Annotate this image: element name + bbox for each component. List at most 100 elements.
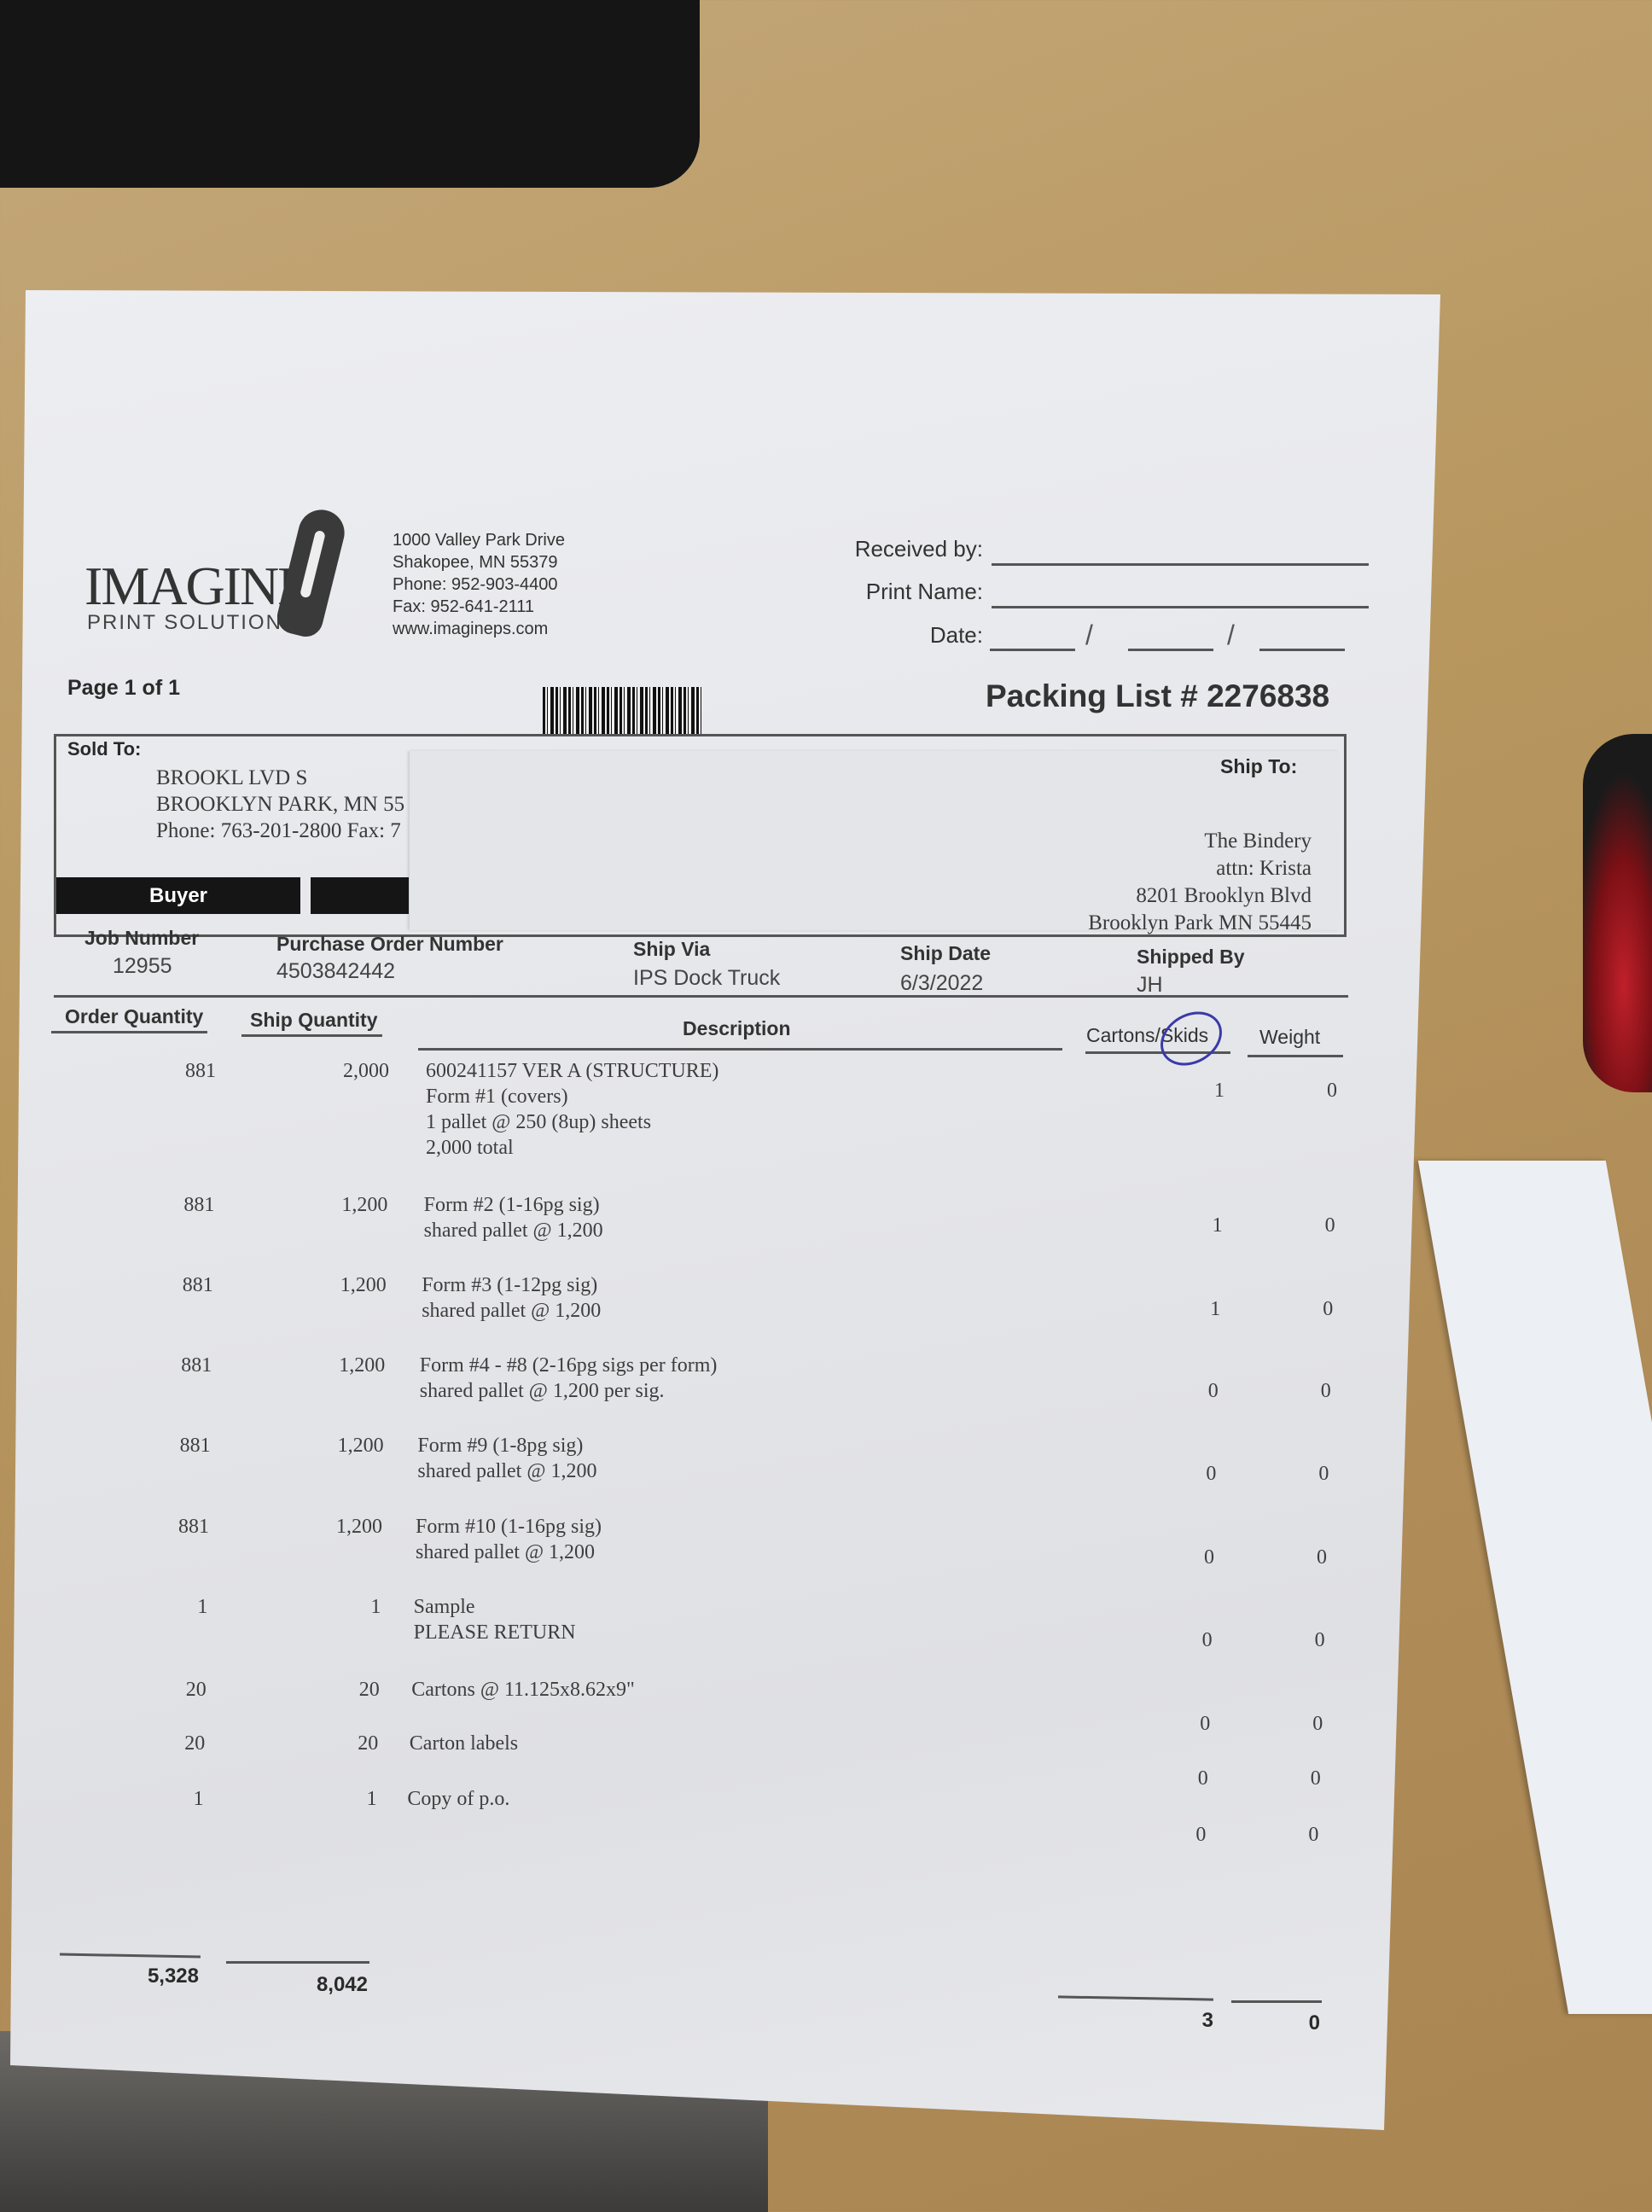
description-line: Form #9 (1-8pg sig)	[417, 1435, 584, 1457]
cartons-skids: 0	[1204, 1546, 1214, 1569]
sold-to-line: BROOKL LVD S	[156, 766, 308, 789]
ship-date-label: Ship Date	[900, 942, 992, 964]
description: Cartons @ 11.125x8.62x9"	[411, 1677, 635, 1703]
cartons-skids: 0	[1206, 1463, 1217, 1485]
description-line: shared pallet @ 1,200	[417, 1460, 597, 1482]
order-quantity: 20	[184, 1732, 206, 1755]
cartons-skids: 1	[1214, 1080, 1224, 1102]
col-order-quantity: Order Quantity	[65, 1005, 204, 1027]
description: Form #2 (1-16pg sig) shared pallet @ 1,20…	[424, 1192, 603, 1243]
description-line: Cartons @ 11.125x8.62x9"	[411, 1679, 635, 1701]
description-line: Copy of p.o.	[407, 1788, 510, 1810]
shipped-by-label: Shipped By	[1137, 946, 1245, 968]
received-by-line[interactable]	[992, 563, 1369, 566]
po-number: 4503842442	[276, 959, 396, 983]
description-line: Sample	[413, 1596, 475, 1618]
ship-quantity: 20	[358, 1679, 380, 1701]
description-line: Form #4 - #8 (2-16pg sigs per form)	[419, 1354, 718, 1377]
cartons-skids: 0	[1201, 1629, 1213, 1651]
ship-via: IPS Dock Truck	[633, 966, 781, 990]
address-line: www.imagineps.com	[393, 620, 549, 638]
pen-circle-mark	[1150, 1000, 1232, 1077]
description-line: Form #3 (1-12pg sig)	[422, 1274, 598, 1296]
logo-subtext: PRINT SOLUTIONS	[87, 611, 298, 634]
ship-to-line: The Bindery	[1204, 830, 1312, 853]
total-ship-quantity: 8,042	[316, 1973, 368, 1996]
total-order-quantity: 5,328	[147, 1965, 199, 1988]
order-quantity: 881	[178, 1516, 209, 1538]
total-cartons: 3	[1201, 2009, 1213, 2032]
description-line: PLEASE RETURN	[413, 1621, 576, 1644]
col-ship-quantity: Ship Quantity	[250, 1009, 378, 1031]
taped-paper-overlay	[410, 751, 1340, 930]
weight: 0	[1320, 1380, 1331, 1402]
total-weight: 0	[1308, 2011, 1320, 2034]
page-number: Page 1 of 1	[67, 676, 180, 700]
address-line: Shakopee, MN 55379	[393, 553, 558, 572]
description: 600241157 VER A (STRUCTURE) Form #1 (cove…	[426, 1058, 718, 1161]
col-description: Description	[683, 1017, 791, 1039]
description-line: shared pallet @ 1,200	[422, 1300, 602, 1322]
order-quantity: 20	[185, 1679, 206, 1701]
cartons-skids: 1	[1210, 1298, 1221, 1320]
sold-to-line: BROOKLYN PARK, MN 55	[156, 793, 405, 816]
barcode	[543, 687, 701, 736]
col-weight: Weight	[1259, 1026, 1321, 1048]
packing-list-title: Packing List # 2276838	[986, 678, 1330, 713]
ship-to-line: attn: Krista	[1216, 857, 1312, 880]
print-name-line[interactable]	[992, 606, 1369, 608]
description-line: shared pallet @ 1,200	[416, 1541, 596, 1563]
po-label: Purchase Order Number	[276, 933, 503, 955]
address-line: Phone: 952-903-4400	[393, 575, 558, 594]
date-label: Date:	[929, 622, 983, 648]
weight: 0	[1308, 1824, 1319, 1846]
date-separator: /	[1227, 620, 1235, 650]
order-quantity: 881	[179, 1435, 211, 1457]
ship-quantity: 20	[358, 1732, 379, 1755]
sold-to-line: Phone: 763-201-2800 Fax: 7	[156, 819, 401, 842]
cartons-skids: 0	[1197, 1767, 1208, 1790]
ship-quantity: 1,200	[340, 1274, 387, 1296]
order-quantity: 881	[181, 1354, 212, 1377]
info-divider	[54, 995, 1348, 998]
col-underline	[1248, 1055, 1343, 1057]
ship-to-label: Ship To:	[1220, 755, 1298, 777]
job-number: 12955	[113, 954, 172, 978]
date-month-line[interactable]	[990, 649, 1075, 651]
description: Sample PLEASE RETURN	[414, 1594, 576, 1645]
ship-via-label: Ship Via	[633, 938, 711, 960]
ship-to-address: The Bindery attn: Krista 8201 Brooklyn B…	[970, 828, 1312, 937]
weight: 0	[1314, 1629, 1325, 1651]
total-line	[59, 1953, 201, 1959]
ship-quantity: 1,200	[341, 1194, 388, 1216]
ship-date: 6/3/2022	[900, 971, 984, 995]
description-line: Form #1 (covers)	[426, 1086, 568, 1108]
description-line: Form #10 (1-16pg sig)	[416, 1516, 602, 1538]
ship-quantity: 1	[366, 1788, 377, 1810]
date-day-line[interactable]	[1128, 649, 1213, 651]
total-line	[1231, 2000, 1322, 2003]
cartons-skids: 0	[1200, 1713, 1211, 1735]
weight: 0	[1323, 1298, 1334, 1320]
date-year-line[interactable]	[1259, 649, 1345, 651]
received-by-label: Received by:	[854, 536, 983, 562]
description-line: 1 pallet @ 250 (8up) sheets	[426, 1111, 652, 1133]
order-quantity: 881	[182, 1274, 213, 1296]
job-number-label: Job Number	[84, 927, 200, 949]
cartons-skids: 0	[1195, 1824, 1207, 1846]
weight: 0	[1317, 1546, 1327, 1569]
description-line: shared pallet @ 1,200 per sig.	[419, 1380, 665, 1402]
description: Form #10 (1-16pg sig) shared pallet @ 1,2…	[416, 1514, 602, 1565]
weight: 0	[1312, 1713, 1323, 1735]
address-line: Fax: 952-641-2111	[393, 597, 535, 616]
address-line: 1000 Valley Park Drive	[393, 531, 565, 550]
ship-to-line: Brooklyn Park MN 55445	[1088, 911, 1312, 934]
col-underline	[241, 1034, 382, 1037]
address-box	[54, 734, 1347, 937]
logo-text: IMAGINE	[84, 556, 311, 616]
description-line: 600241157 VER A (STRUCTURE)	[426, 1060, 719, 1082]
weight: 0	[1324, 1214, 1335, 1237]
weight: 0	[1310, 1767, 1321, 1790]
col-underline	[51, 1031, 207, 1033]
